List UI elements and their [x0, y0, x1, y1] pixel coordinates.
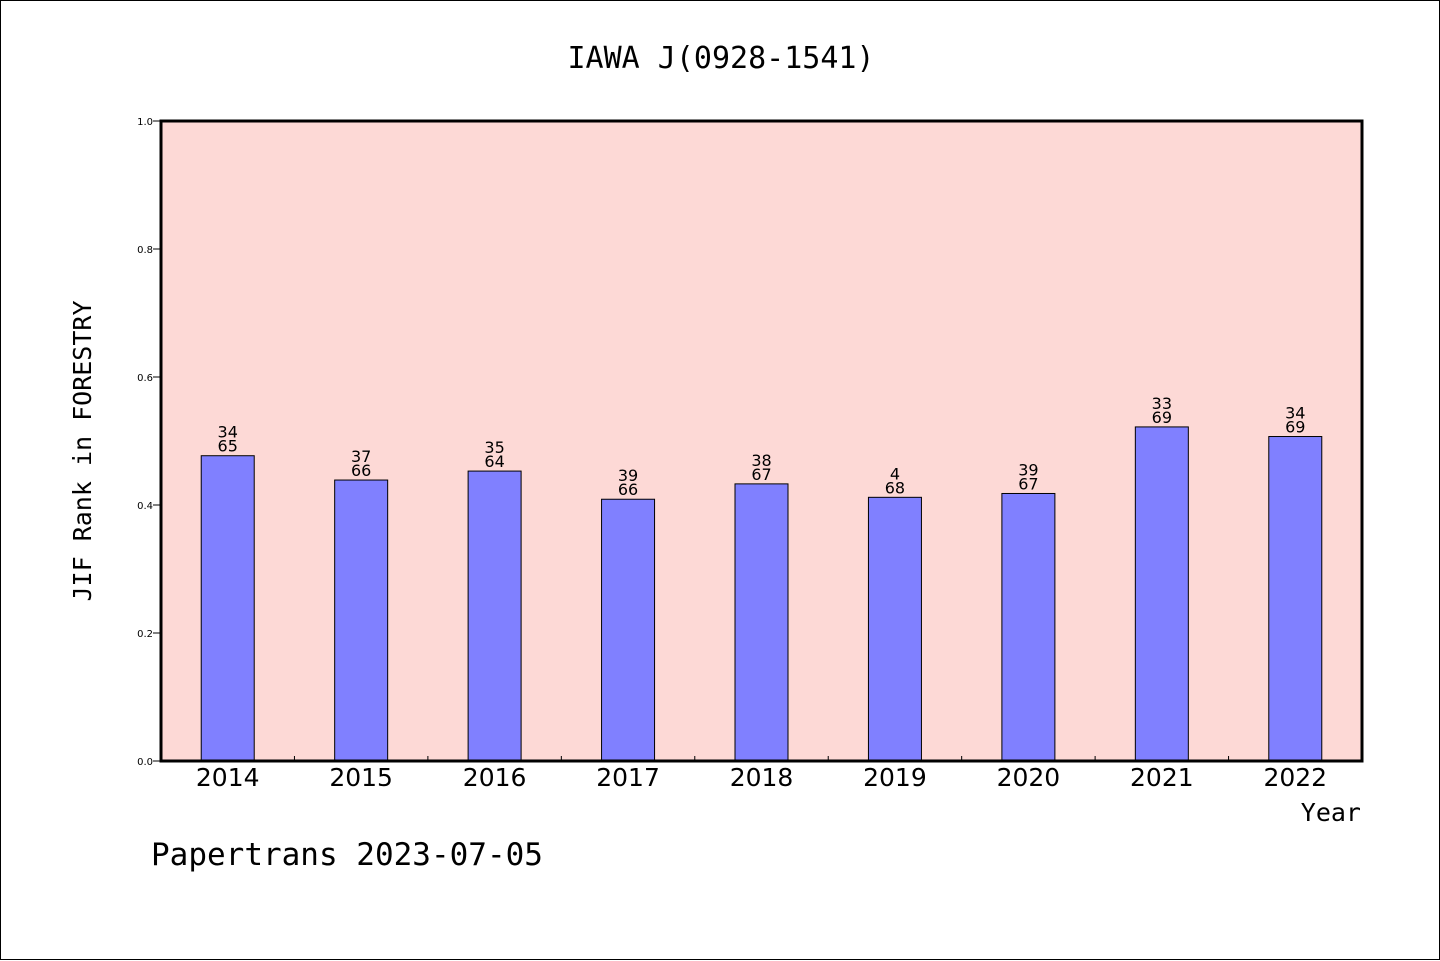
- bar-2022: [1268, 436, 1323, 762]
- y-tick-label: 0.2: [137, 629, 153, 640]
- x-tick-label: 2015: [329, 763, 393, 792]
- bar-2019: [867, 496, 922, 762]
- bar-label-bottom: 67: [1018, 474, 1038, 493]
- y-tick-label: 0.6: [137, 373, 153, 384]
- bar-label-top: 4: [890, 464, 900, 483]
- y-axis-label: JIF Rank in FORESTRY: [68, 300, 97, 601]
- bar-label-top: 39: [618, 466, 638, 485]
- y-tick-label: 0.4: [137, 501, 153, 512]
- bar-label-bottom: 68: [885, 478, 905, 497]
- y-tick-label: 0.0: [137, 757, 153, 768]
- bar-2017: [601, 498, 656, 762]
- bar-label-bottom: 65: [218, 437, 238, 456]
- bar-2016: [467, 470, 522, 762]
- y-tick-label: 0.8: [137, 245, 153, 256]
- x-tick-label: 2022: [1263, 763, 1327, 792]
- footer-credit: Papertrans 2023-07-05: [151, 837, 543, 873]
- bar-label-top: 34: [1285, 404, 1305, 423]
- x-tick-label: 2019: [863, 763, 927, 792]
- ticks-group: 0.0 0.2 0.4 0.6 0.8 1.0 2014 2015 2016 2017 2018 20…: [137, 117, 1327, 792]
- x-tick-label: 2016: [463, 763, 527, 792]
- bar-2020: [1001, 492, 1056, 762]
- bar-label-bottom: 66: [618, 480, 638, 499]
- bar-label-bottom: 66: [351, 461, 371, 480]
- x-tick-label: 2014: [196, 763, 260, 792]
- bar-2015: [334, 479, 389, 762]
- bar-2018: [734, 483, 789, 762]
- bar-label-top: 38: [751, 451, 771, 470]
- bar-2014: [200, 455, 255, 762]
- bar-label-top: 33: [1152, 394, 1172, 413]
- chart-title: IAWA J(0928-1541): [567, 41, 874, 76]
- x-axis-label: Year: [1301, 798, 1361, 827]
- bar-label-bottom: 64: [484, 452, 504, 471]
- y-tick-label: 1.0: [137, 117, 153, 128]
- x-tick-label: 2017: [596, 763, 660, 792]
- bar-label-top: 34: [218, 423, 238, 442]
- bar-label-top: 39: [1018, 460, 1038, 479]
- x-tick-label: 2018: [730, 763, 794, 792]
- x-tick-label: 2021: [1130, 763, 1194, 792]
- bar-2021: [1134, 426, 1189, 762]
- bar-label-bottom: 69: [1152, 408, 1172, 427]
- plot-border: [159, 119, 1364, 763]
- bar-label-bottom: 67: [751, 465, 771, 484]
- bar-label-top: 35: [484, 438, 504, 457]
- x-tick-label: 2020: [997, 763, 1061, 792]
- bar-label-bottom: 69: [1285, 418, 1305, 437]
- bar-label-top: 37: [351, 447, 371, 466]
